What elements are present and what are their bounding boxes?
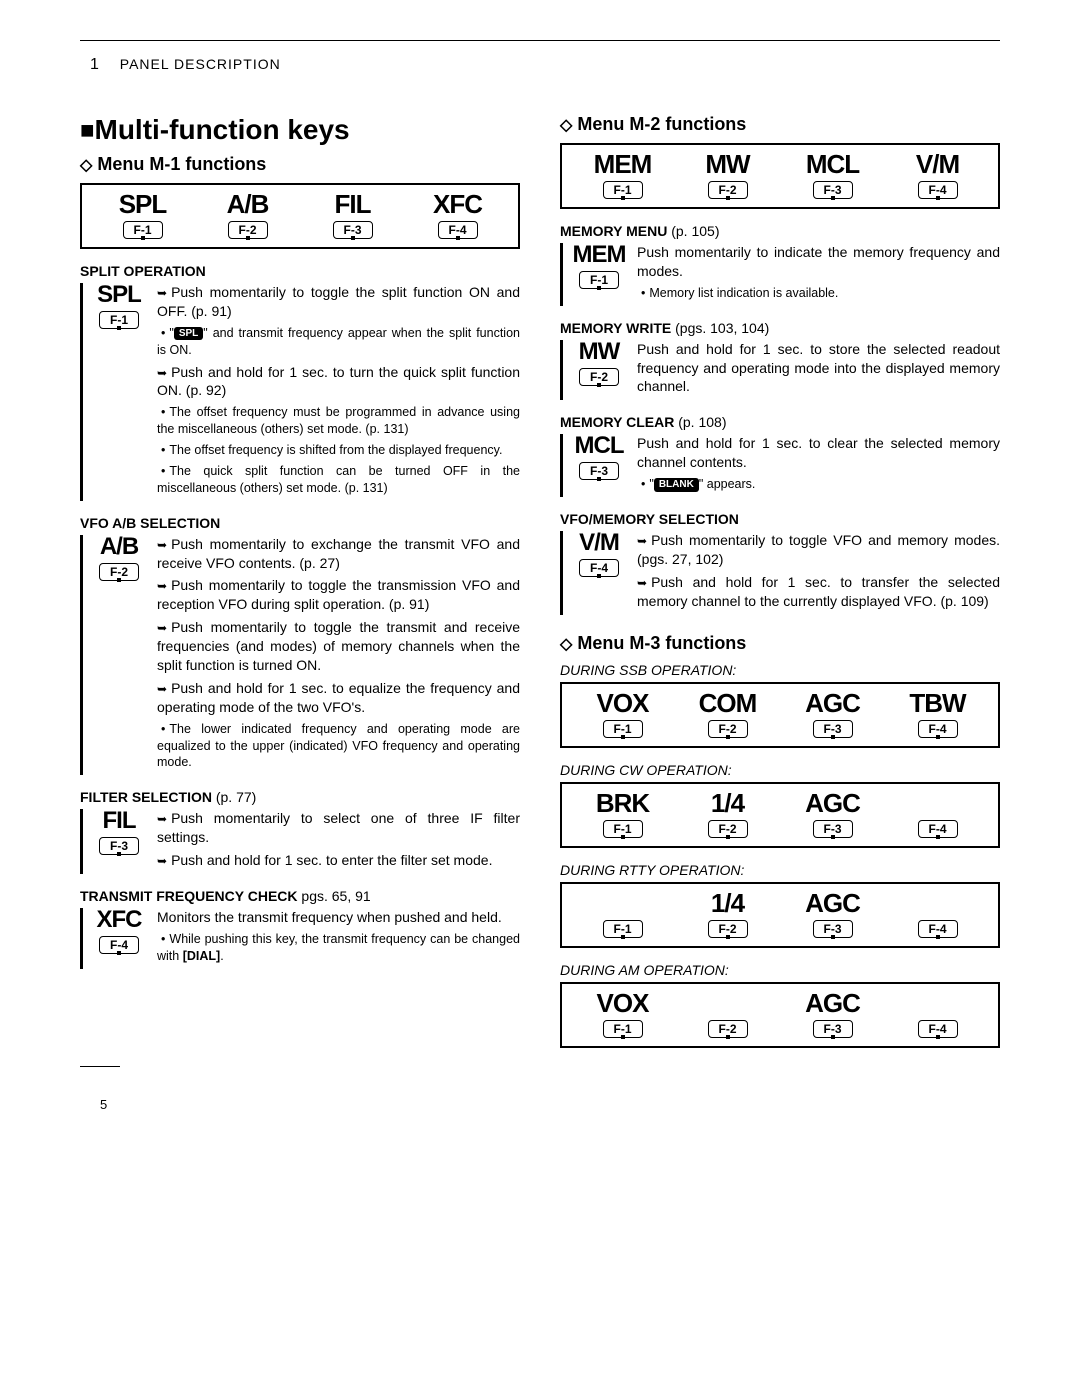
ab-lcd: A/B [100, 535, 138, 559]
m1-fkey-2: F-2 [228, 221, 268, 239]
mcl-lcd: MCL [575, 434, 624, 458]
m2-label-4: V/M [885, 151, 990, 177]
xfc-s1: While pushing this key, the transmit fre… [157, 931, 520, 965]
xfc-p1: Monitors the transmit frequency when pus… [157, 908, 520, 927]
spl-p2: Push and hold for 1 sec. to turn the qui… [157, 363, 520, 401]
spl-title: SPLIT OPERATION [80, 263, 520, 279]
menu-m3-heading: ◇ Menu M-3 functions [560, 633, 1000, 654]
ab-p4: Push and hold for 1 sec. to equalize the… [157, 679, 520, 717]
vm-fkey: F-4 [579, 559, 619, 577]
page-title: ■Multi-function keys [80, 114, 520, 146]
menu-m2-heading: ◇ Menu M-2 functions [560, 114, 1000, 135]
xfc-fkey: F-4 [99, 936, 139, 954]
m2-label-2: MW [675, 151, 780, 177]
ab-p2: Push momentarily to toggle the transmiss… [157, 576, 520, 614]
mem-block: MEM F-1 Push momentarily to indicate the … [560, 243, 1000, 306]
m2-fkey-3: F-3 [813, 181, 853, 199]
menu-m2-box: MEM F-1 MW F-2 MCL F-3 V/M F-4 [560, 143, 1000, 209]
spl-p1: Push momentarily to toggle the split fun… [157, 283, 520, 321]
ab-fkey: F-2 [99, 563, 139, 581]
ab-p1: Push momentarily to exchange the transmi… [157, 535, 520, 573]
spl-fkey: F-1 [99, 311, 139, 329]
mem-s1: Memory list indication is available. [637, 285, 1000, 302]
fil-lcd: FIL [103, 809, 136, 833]
right-column: ◇ Menu M-2 functions MEM F-1 MW F-2 MCL F-3… [560, 114, 1000, 1062]
m3-rtty-head: DURING RTTY OPERATION: [560, 862, 1000, 878]
spl-block: SPL F-1 Push momentarily to toggle the sp… [80, 283, 520, 501]
spl-lcd: SPL [97, 283, 141, 307]
fil-fkey: F-3 [99, 837, 139, 855]
vm-lcd: V/M [579, 531, 619, 555]
spl-s3: The offset frequency is shifted from the… [157, 442, 520, 459]
mcl-title: MEMORY CLEAR (p. 108) [560, 414, 1000, 430]
mem-fkey: F-1 [579, 271, 619, 289]
mw-p1: Push and hold for 1 sec. to store the se… [637, 340, 1000, 397]
m1-label-4: XFC [405, 191, 510, 217]
mem-title: MEMORY MENU (p. 105) [560, 223, 1000, 239]
page-number: 5 [100, 1097, 1000, 1112]
mw-lcd: MW [579, 340, 620, 364]
chapter-label: PANEL DESCRIPTION [120, 56, 281, 72]
mw-title: MEMORY WRITE (pgs. 103, 104) [560, 320, 1000, 336]
ab-s1: The lower indicated frequency and operat… [157, 721, 520, 772]
menu-m1-heading: ◇ Menu M-1 functions [80, 154, 520, 175]
m2-label-1: MEM [570, 151, 675, 177]
m3-ssb-head: DURING SSB OPERATION: [560, 662, 1000, 678]
m1-label-3: FIL [300, 191, 405, 217]
menu-m1-box: SPL F-1 A/B F-2 FIL F-3 XFC F-4 [80, 183, 520, 249]
bottom-rule [80, 1066, 120, 1067]
m2-fkey-2: F-2 [708, 181, 748, 199]
spl-s4: The quick split function can be turned O… [157, 463, 520, 497]
m3-cw-head: DURING CW OPERATION: [560, 762, 1000, 778]
xfc-lcd: XFC [97, 908, 142, 932]
spl-s1: "SPL" and transmit frequency appear when… [157, 325, 520, 359]
chapter-number: 1 [90, 56, 100, 73]
mcl-fkey: F-3 [579, 462, 619, 480]
vm-title: VFO/MEMORY SELECTION [560, 511, 1000, 527]
m1-fkey-3: F-3 [333, 221, 373, 239]
m2-label-3: MCL [780, 151, 885, 177]
fil-title: FILTER SELECTION (p. 77) [80, 789, 520, 805]
page: 1 PANEL DESCRIPTION ■Multi-function keys… [0, 0, 1080, 1152]
m3-am-head: DURING AM OPERATION: [560, 962, 1000, 978]
fil-block: FIL F-3 Push momentarily to select one of… [80, 809, 520, 874]
m1-label-1: SPL [90, 191, 195, 217]
m1-label-2: A/B [195, 191, 300, 217]
m3-am-box: VOXF-1 F-2 AGCF-3 F-4 [560, 982, 1000, 1048]
m1-fkey-4: F-4 [438, 221, 478, 239]
m3-rtty-box: F-1 1/4F-2 AGCF-3 F-4 [560, 882, 1000, 948]
ab-block: A/B F-2 Push momentarily to exchange the … [80, 535, 520, 776]
mem-lcd: MEM [573, 243, 626, 267]
mcl-s1: "BLANK" appears. [637, 476, 1000, 493]
spl-s2: The offset frequency must be programmed … [157, 404, 520, 438]
vm-p2: Push and hold for 1 sec. to transfer the… [637, 573, 1000, 611]
top-rule [80, 40, 1000, 41]
xfc-title: TRANSMIT FREQUENCY CHECK pgs. 65, 91 [80, 888, 520, 904]
columns: ■Multi-function keys ◇ Menu M-1 function… [80, 114, 1000, 1062]
m3-cw-box: BRKF-1 1/4F-2 AGCF-3 F-4 [560, 782, 1000, 848]
vm-block: V/M F-4 Push momentarily to toggle VFO an… [560, 531, 1000, 615]
mem-p1: Push momentarily to indicate the memory … [637, 243, 1000, 281]
left-column: ■Multi-function keys ◇ Menu M-1 function… [80, 114, 520, 1062]
m1-fkey-1: F-1 [123, 221, 163, 239]
ab-title: VFO A/B SELECTION [80, 515, 520, 531]
mw-block: MW F-2 Push and hold for 1 sec. to store … [560, 340, 1000, 401]
fil-p2: Push and hold for 1 sec. to enter the fi… [157, 851, 520, 870]
breadcrumb: 1 PANEL DESCRIPTION [90, 56, 1000, 74]
m2-fkey-1: F-1 [603, 181, 643, 199]
mw-fkey: F-2 [579, 368, 619, 386]
m3-ssb-box: VOXF-1 COMF-2 AGCF-3 TBWF-4 [560, 682, 1000, 748]
mcl-p1: Push and hold for 1 sec. to clear the se… [637, 434, 1000, 472]
fil-p1: Push momentarily to select one of three … [157, 809, 520, 847]
m2-fkey-4: F-4 [918, 181, 958, 199]
xfc-block: XFC F-4 Monitors the transmit frequency w… [80, 908, 520, 969]
ab-p3: Push momentarily to toggle the transmit … [157, 618, 520, 675]
mcl-block: MCL F-3 Push and hold for 1 sec. to clear… [560, 434, 1000, 497]
vm-p1: Push momentarily to toggle VFO and memor… [637, 531, 1000, 569]
